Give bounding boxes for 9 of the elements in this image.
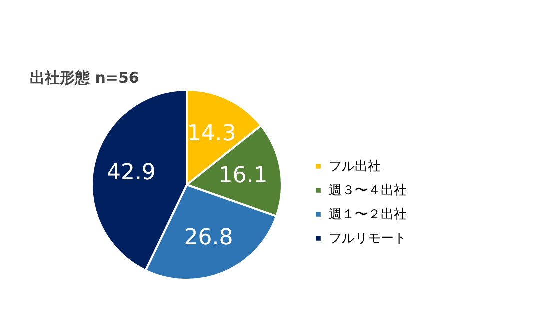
data-label: 16.1 bbox=[218, 163, 268, 188]
legend-label: フル出社 bbox=[329, 160, 381, 174]
legend-label: フルリモート bbox=[329, 232, 407, 246]
legend-label: 週３〜４出社 bbox=[329, 184, 407, 198]
data-label: 14.3 bbox=[187, 122, 236, 147]
data-label: 42.9 bbox=[106, 160, 156, 186]
chart-title: 出社形態 n=56 bbox=[30, 69, 140, 87]
legend-label: 週１〜２出社 bbox=[329, 208, 407, 222]
data-label: 26.8 bbox=[184, 226, 234, 251]
